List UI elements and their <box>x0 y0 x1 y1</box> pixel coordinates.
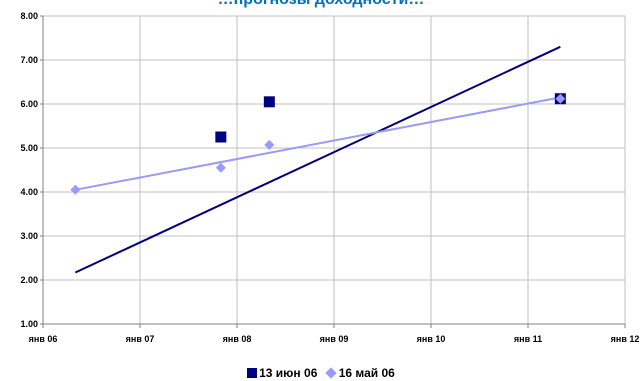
axes <box>40 15 626 328</box>
legend-item-series-2: 16 май 06 <box>325 366 395 380</box>
legend: 13 июн 06 16 май 06 <box>0 366 642 380</box>
trendline-series-1 <box>74 45 561 274</box>
data-points <box>70 93 566 195</box>
data-point-series-2 <box>555 93 566 104</box>
x-tick-label: янв 09 <box>320 334 349 344</box>
legend-item-series-1: 13 июн 06 <box>247 366 317 380</box>
data-point-series-1 <box>263 96 275 108</box>
legend-diamond-marker-icon <box>325 367 337 379</box>
x-tick-label: янв 11 <box>514 334 542 344</box>
chart-plot: 1.00 2.00 3.00 4.00 5.00 6.00 7.00 8.00 янв 06 ян… <box>20 11 639 344</box>
y-tick-label: 7.00 <box>20 55 38 65</box>
y-tick-label: 2.00 <box>20 275 38 285</box>
x-tick-label: янв 12 <box>611 334 640 344</box>
data-point-series-2 <box>264 139 275 150</box>
tick-labels: 1.00 2.00 3.00 4.00 5.00 6.00 7.00 8.00 янв 06 ян… <box>20 11 639 344</box>
y-tick-label: 8.00 <box>20 11 38 21</box>
y-tick-label: 4.00 <box>20 187 38 197</box>
trendlines <box>74 45 561 274</box>
trendline-series-2 <box>75 96 561 191</box>
y-tick-label: 5.00 <box>20 143 38 153</box>
legend-label-series-2: 16 май 06 <box>338 366 395 380</box>
data-point-series-2 <box>215 162 226 173</box>
x-tick-label: янв 07 <box>126 334 155 344</box>
chart-title: …прогнозы доходности… <box>0 0 642 9</box>
y-tick-label: 3.00 <box>20 231 38 241</box>
data-point-series-1 <box>215 131 227 143</box>
legend-label-series-1: 13 июн 06 <box>259 366 318 380</box>
y-tick-label: 1.00 <box>20 319 38 329</box>
data-point-series-2 <box>70 184 81 195</box>
grid-lines <box>43 15 626 324</box>
x-tick-label: янв 10 <box>417 334 446 344</box>
x-tick-label: янв 06 <box>29 334 58 344</box>
y-tick-label: 6.00 <box>20 99 38 109</box>
x-tick-label: янв 08 <box>223 334 252 344</box>
legend-square-marker-icon <box>247 368 258 378</box>
